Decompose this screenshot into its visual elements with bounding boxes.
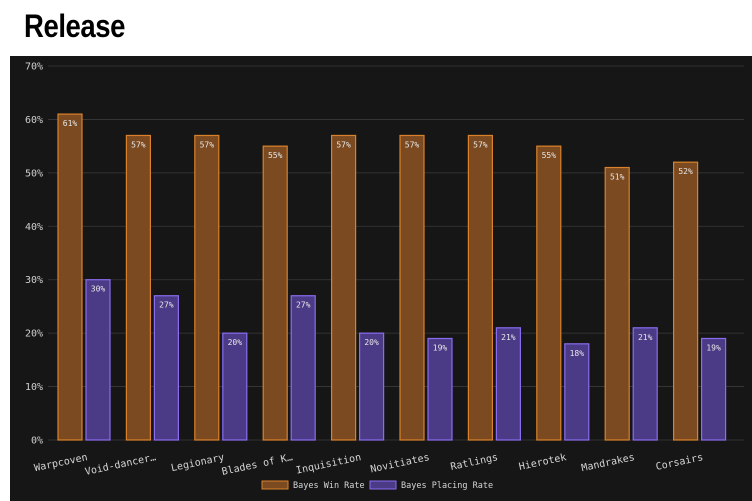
data-label: 20% bbox=[364, 338, 379, 347]
x-tick-label: Legionary bbox=[170, 452, 225, 474]
data-label: 18% bbox=[570, 349, 585, 358]
win-rate-bar bbox=[194, 134, 220, 441]
x-tick-label: Novitiates bbox=[369, 452, 430, 475]
win-rate-bar bbox=[399, 134, 425, 441]
data-label: 57% bbox=[405, 140, 420, 149]
data-label: 57% bbox=[131, 140, 146, 149]
placing-rate-bar bbox=[495, 327, 521, 441]
y-tick-label: 20% bbox=[25, 329, 43, 340]
data-label: 21% bbox=[638, 333, 653, 342]
data-label: 19% bbox=[706, 343, 721, 352]
win-rate-bar bbox=[672, 161, 699, 441]
legend-swatch bbox=[261, 480, 289, 490]
win-rate-bar bbox=[467, 134, 493, 441]
chart-panel: 0% 10% 20% 30% 40% 50% 60% 70% 61% 30% 57% 27% 57% 2… bbox=[10, 56, 752, 501]
win-rate-bar bbox=[57, 113, 83, 441]
x-tick-label: Ratlings bbox=[450, 452, 499, 473]
bars bbox=[57, 113, 727, 441]
data-label: 55% bbox=[268, 151, 283, 160]
legend-label: Bayes Placing Rate bbox=[401, 481, 493, 491]
placing-rate-bar bbox=[564, 343, 590, 441]
x-tick-label: Inquisition bbox=[295, 452, 362, 477]
y-tick-label: 70% bbox=[25, 62, 43, 73]
x-tick-label: Corsairs bbox=[655, 452, 704, 473]
placing-rate-bar bbox=[632, 327, 658, 441]
x-tick-label: Warpcoven bbox=[33, 452, 88, 474]
placing-rate-bar bbox=[427, 337, 453, 441]
x-tick-label: Blades of K… bbox=[221, 452, 294, 478]
data-label: 51% bbox=[610, 173, 625, 182]
y-tick-label: 50% bbox=[25, 168, 43, 179]
y-tick-label: 0% bbox=[31, 436, 43, 447]
y-tick-label: 60% bbox=[25, 115, 43, 126]
legend-swatch bbox=[369, 480, 397, 490]
data-labels: 61% 30% 57% 27% 57% 20% 55% 27% 57% 20% 57% 19% 57% 2… bbox=[63, 119, 721, 358]
data-label: 61% bbox=[63, 119, 78, 128]
x-tick-label: Void-dancer… bbox=[84, 452, 157, 478]
placing-rate-bar bbox=[700, 337, 727, 441]
y-tick-label: 10% bbox=[25, 382, 43, 393]
y-axis-ticks: 0% 10% 20% 30% 40% 50% 60% 70% bbox=[25, 62, 43, 447]
page-title: Release bbox=[24, 8, 126, 44]
data-label: 30% bbox=[91, 285, 106, 294]
data-label: 55% bbox=[542, 151, 557, 160]
win-rate-bar bbox=[331, 134, 357, 441]
placing-rate-bar bbox=[359, 332, 385, 441]
data-label: 57% bbox=[473, 140, 488, 149]
placing-rate-bar bbox=[222, 332, 248, 441]
bar-chart: 0% 10% 20% 30% 40% 50% 60% 70% 61% 30% 57% 27% 57% 2… bbox=[25, 62, 744, 491]
win-rate-bar bbox=[536, 145, 562, 441]
data-label: 27% bbox=[159, 301, 174, 310]
placing-rate-bar bbox=[290, 295, 316, 441]
data-label: 21% bbox=[501, 333, 516, 342]
placing-rate-bar bbox=[85, 279, 111, 441]
y-tick-label: 40% bbox=[25, 222, 43, 233]
data-label: 57% bbox=[200, 140, 215, 149]
win-rate-bar bbox=[262, 145, 288, 441]
data-label: 20% bbox=[228, 338, 243, 347]
win-rate-bar bbox=[125, 134, 152, 441]
data-label: 57% bbox=[336, 140, 351, 149]
legend: Bayes Win Rate Bayes Placing Rate bbox=[261, 480, 493, 491]
y-tick-label: 30% bbox=[25, 275, 43, 286]
x-tick-label: Mandrakes bbox=[581, 452, 636, 474]
placing-rate-bar bbox=[153, 295, 179, 441]
legend-label: Bayes Win Rate bbox=[293, 481, 365, 491]
data-label: 19% bbox=[433, 343, 448, 352]
data-label: 52% bbox=[678, 167, 693, 176]
win-rate-bar bbox=[604, 166, 630, 441]
x-tick-label: Hierotek bbox=[518, 452, 567, 473]
data-label: 27% bbox=[296, 301, 311, 310]
